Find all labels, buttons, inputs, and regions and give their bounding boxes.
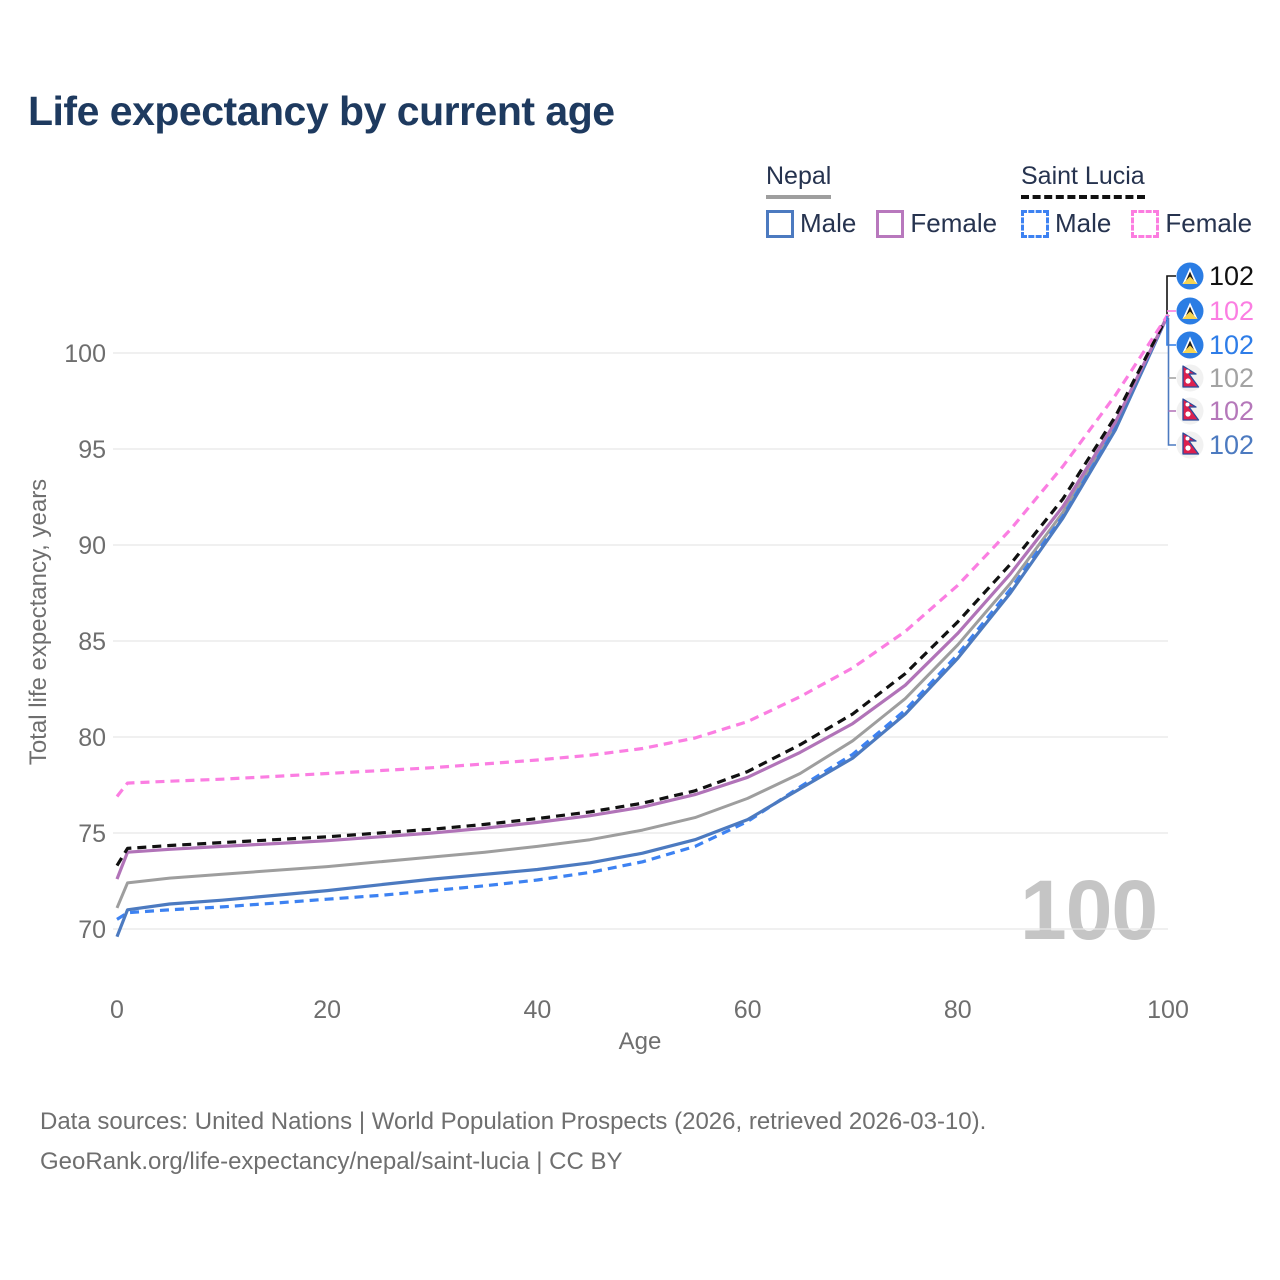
series-line-saint-lucia [115, 313, 1170, 867]
legend-item-label: Female [910, 208, 998, 238]
legend-group-nepal: Nepal Male Female [766, 162, 997, 239]
leader-line [1166, 275, 1176, 314]
end-value-label: 102 [1209, 261, 1254, 291]
y-tick-label: 80 [78, 724, 106, 752]
series-line-nepal [115, 313, 1170, 909]
legend-item-saint-lucia-female[interactable]: Female [1131, 208, 1252, 239]
x-tick-label: 40 [523, 996, 551, 1024]
x-tick-label: 0 [110, 996, 124, 1024]
legend-item-nepal-female[interactable]: Female [876, 208, 997, 239]
end-value-label: 102 [1209, 396, 1254, 426]
end-value-label: 102 [1209, 363, 1254, 393]
nepal-female-swatch-icon [876, 209, 905, 238]
source-text-line-2: GeoRank.org/life-expectancy/nepal/saint-… [40, 1148, 623, 1175]
x-tick-label: 20 [313, 996, 341, 1024]
legend-item-label: Female [1165, 208, 1253, 238]
page-title: Life expectancy by current age [28, 88, 615, 134]
y-tick-label: 100 [64, 340, 106, 368]
y-tick-label: 90 [78, 532, 106, 560]
y-tick-label: 75 [78, 820, 106, 848]
legend-item-saint-lucia-male[interactable]: Male [1021, 208, 1111, 239]
legend-item-label: Male [1055, 208, 1112, 238]
series-line-nepal-male [115, 313, 1170, 938]
y-tick-label: 95 [78, 436, 106, 464]
x-axis-title: Age [619, 1028, 662, 1055]
saint-lucia-male-swatch-icon [1021, 209, 1049, 238]
age-watermark: 100 [1020, 863, 1158, 957]
leader-line [1166, 316, 1176, 346]
end-value-label: 102 [1209, 430, 1254, 460]
y-tick-label: 70 [78, 916, 106, 944]
x-tick-label: 100 [1147, 996, 1189, 1024]
legend-header-saint-lucia: Saint Lucia [1021, 162, 1145, 199]
x-tick-label: 60 [734, 996, 762, 1024]
end-value-label: 102 [1209, 330, 1254, 360]
source-text-line-1: Data sources: United Nations | World Pop… [40, 1108, 987, 1135]
saint-lucia-female-swatch-icon [1131, 209, 1160, 238]
leader-line [1167, 318, 1176, 446]
y-tick-label: 85 [78, 628, 106, 656]
legend-item-nepal-male[interactable]: Male [766, 208, 856, 239]
series-line-saint-lucia-male [116, 313, 1170, 921]
legend-header-nepal: Nepal [766, 162, 832, 199]
legend-item-label: Male [800, 208, 857, 238]
series-line-nepal-female [115, 313, 1170, 880]
series-line-saint-lucia-female [115, 313, 1170, 798]
legend-group-saint-lucia: Saint Lucia Male Female [1021, 162, 1252, 239]
y-axis-title: Total life expectancy, years [25, 479, 52, 765]
x-tick-label: 80 [944, 996, 972, 1024]
nepal-male-swatch-icon [766, 209, 794, 238]
end-value-label: 102 [1209, 296, 1254, 326]
